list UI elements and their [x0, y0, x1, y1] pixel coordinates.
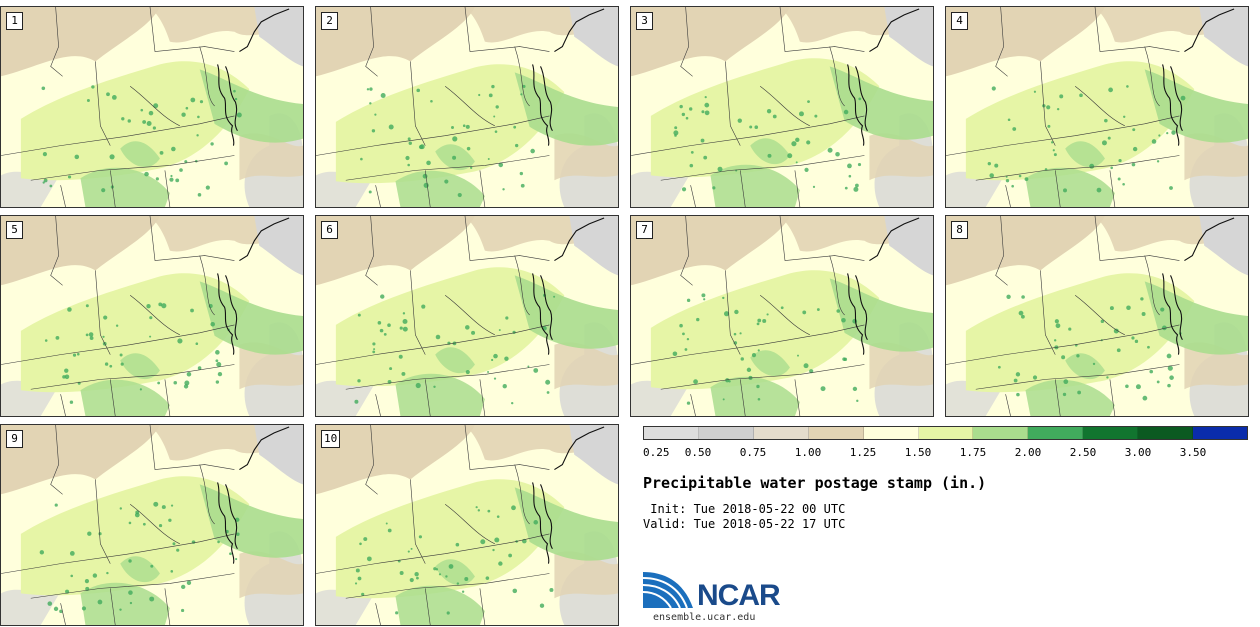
stamp-map — [631, 216, 933, 416]
stamp-number-label: 6 — [321, 221, 338, 239]
colorbar-segment-4 — [808, 427, 864, 439]
stamp-panel-4: 4 — [945, 6, 1249, 208]
colorbar-tick-label: 3.50 — [1179, 446, 1207, 459]
stamp-panel-3: 3 — [630, 6, 934, 208]
logo-url: ensemble.ucar.edu — [653, 612, 756, 623]
colorbar-tick-label: 3.00 — [1124, 446, 1152, 459]
stamp-panel-7: 7 — [630, 215, 934, 417]
stamp-number-label: 5 — [6, 221, 23, 239]
logo-text: NCAR — [697, 579, 781, 612]
colorbar-tick-label: 1.00 — [794, 446, 822, 459]
colorbar-segment-9 — [1083, 427, 1139, 439]
stamp-panel-2: 2 — [315, 6, 619, 208]
stamp-number-label: 4 — [951, 12, 968, 30]
stamp-number-label: 8 — [951, 221, 968, 239]
colorbar-tick-label: 0.75 — [739, 446, 767, 459]
colorbar-ticks: 0.25 0.50 0.75 1.00 1.25 1.50 1.75 2.00 2.50 3.00… — [643, 446, 1248, 460]
figure-title: Precipitable water postage stamp (in.) — [643, 474, 987, 492]
colorbar-segment-5 — [863, 427, 919, 439]
colorbar-segment-3 — [753, 427, 809, 439]
colorbar-tick-label: 0.25 — [643, 446, 670, 459]
ncar-logo-icon — [643, 572, 693, 609]
colorbar-tick-label: 2.50 — [1069, 446, 1097, 459]
colorbar-tick-label: 0.50 — [684, 446, 712, 459]
stamp-map — [946, 216, 1248, 416]
colorbar-segment-6 — [918, 427, 974, 439]
stamp-number-label: 1 — [6, 12, 23, 30]
colorbar-segment-1 — [644, 427, 699, 439]
stamp-map — [1, 425, 303, 625]
colorbar-tick-label: 2.00 — [1014, 446, 1042, 459]
stamp-number-label: 3 — [636, 12, 653, 30]
colorbar-segment-7 — [973, 427, 1029, 439]
stamp-map — [631, 7, 933, 207]
stamp-map — [316, 7, 618, 207]
stamp-number-label: 7 — [636, 221, 653, 239]
stamp-map — [946, 7, 1248, 207]
stamp-panel-5: 5 — [0, 215, 304, 417]
stamp-map — [316, 216, 618, 416]
colorbar-tick-label: 1.25 — [849, 446, 877, 459]
stamp-panel-6: 6 — [315, 215, 619, 417]
valid-time: Valid: Tue 2018-05-22 17 UTC — [643, 517, 846, 531]
stamp-number-label: 9 — [6, 430, 23, 448]
stamp-map — [316, 425, 618, 625]
stamp-panel-1: 1 — [0, 6, 304, 208]
stamp-number-label: 10 — [321, 430, 341, 448]
stamp-panel-10: 10 — [315, 424, 619, 626]
colorbar-segment-10 — [1138, 427, 1194, 439]
init-time: Init: Tue 2018-05-22 00 UTC — [643, 502, 846, 516]
stamp-map — [1, 216, 303, 416]
stamp-panel-8: 8 — [945, 215, 1249, 417]
colorbar-segment-11 — [1193, 427, 1247, 439]
stamp-panel-9: 9 — [0, 424, 304, 626]
colorbar-segment-2 — [698, 427, 754, 439]
stamp-map — [1, 7, 303, 207]
stamp-number-label: 2 — [321, 12, 338, 30]
colorbar-tick-label: 1.75 — [959, 446, 987, 459]
colorbar-tick-label: 1.50 — [904, 446, 932, 459]
colorbar — [643, 426, 1248, 440]
colorbar-segment-8 — [1028, 427, 1084, 439]
